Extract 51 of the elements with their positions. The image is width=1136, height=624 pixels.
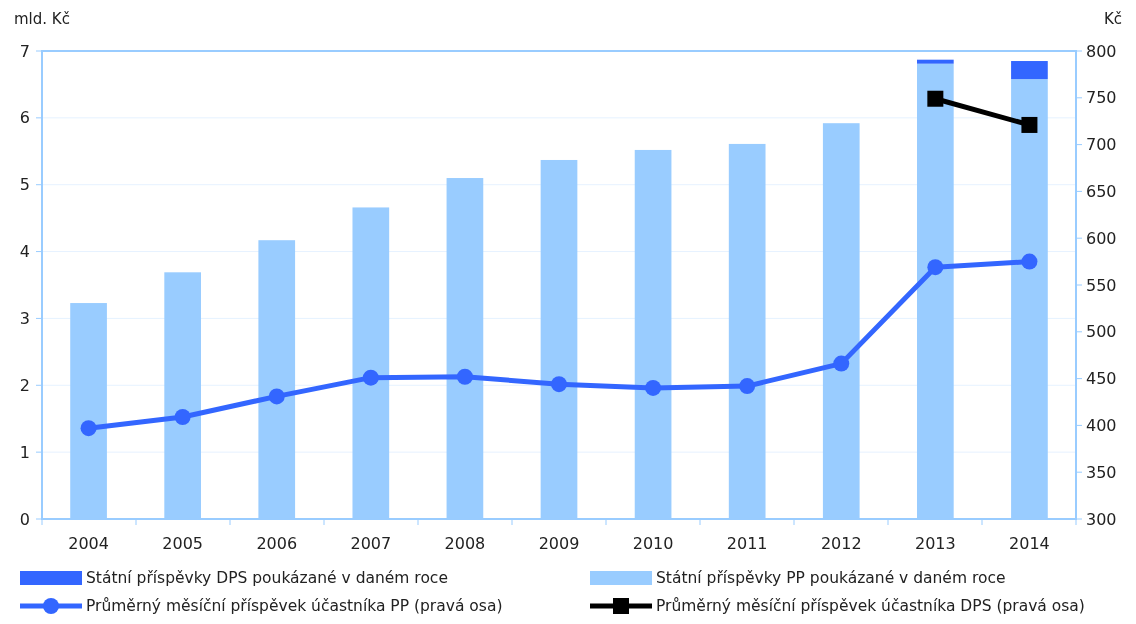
y2-tick-label: 500 (1086, 322, 1117, 342)
y2-tick-label: 700 (1086, 135, 1117, 155)
point (927, 259, 944, 276)
point (362, 369, 379, 386)
point (927, 90, 944, 107)
y2-tick-label: 650 (1086, 182, 1117, 201)
x-tick-label: 2006 (256, 534, 298, 553)
x-tick-label: 2010 (632, 534, 674, 553)
y2-tick-label: 750 (1086, 88, 1117, 108)
point (1021, 116, 1038, 133)
legend-label: Průměrný měsíční příspěvek účastníka PP (pravá osa) (86, 597, 503, 616)
point (268, 388, 285, 405)
legend-label: Průměrný měsíční příspěvek účastníka DPS (pravá osa) (656, 597, 1085, 616)
y-tick-label: 2 (19, 375, 30, 395)
x-tick-label: 2005 (162, 534, 204, 553)
y-tick-label: 3 (19, 309, 30, 329)
x-tick-label: 2012 (820, 534, 862, 553)
y-tick-label: 7 (19, 41, 30, 61)
legend-label: Státní příspěvky PP poukázané v daném roce (656, 569, 1006, 588)
y2-tick-label: 400 (1086, 416, 1117, 435)
y2-tick-label: 450 (1086, 369, 1117, 389)
point (80, 420, 97, 437)
x-tick-label: 2007 (350, 534, 392, 553)
y2-axis-title: Kč (1103, 10, 1122, 28)
point (833, 355, 850, 372)
point (551, 376, 567, 393)
x-tick-label: 2014 (1009, 534, 1050, 553)
point (456, 368, 473, 385)
x-tick-label: 2004 (68, 534, 109, 553)
y2-tick-label: 550 (1086, 275, 1117, 295)
x-tick-label: 2008 (444, 534, 486, 553)
x-tick-label: 2013 (914, 534, 956, 553)
point (174, 408, 191, 425)
x-tick-label: 2011 (726, 534, 768, 553)
legend-label: Státní příspěvky DPS poukázané v daném roce (86, 569, 448, 588)
y-tick-label: 1 (19, 442, 30, 462)
bar (917, 59, 954, 64)
bar (1011, 61, 1048, 80)
y2-tick-label: 300 (1086, 509, 1117, 529)
y-tick-label: 6 (19, 108, 30, 128)
y-tick-label: 0 (19, 509, 30, 529)
y-tick-label: 5 (19, 175, 30, 195)
y2-tick-label: 350 (1086, 462, 1117, 482)
y2-tick-label: 600 (1086, 228, 1117, 248)
x-tick-label: 2009 (538, 534, 580, 553)
point (739, 378, 756, 395)
point (1021, 253, 1038, 270)
y-tick-label: 4 (19, 242, 30, 262)
y2-tick-label: 800 (1086, 41, 1117, 61)
point (645, 379, 662, 396)
y-axis-title: mld. Kč (14, 10, 70, 28)
